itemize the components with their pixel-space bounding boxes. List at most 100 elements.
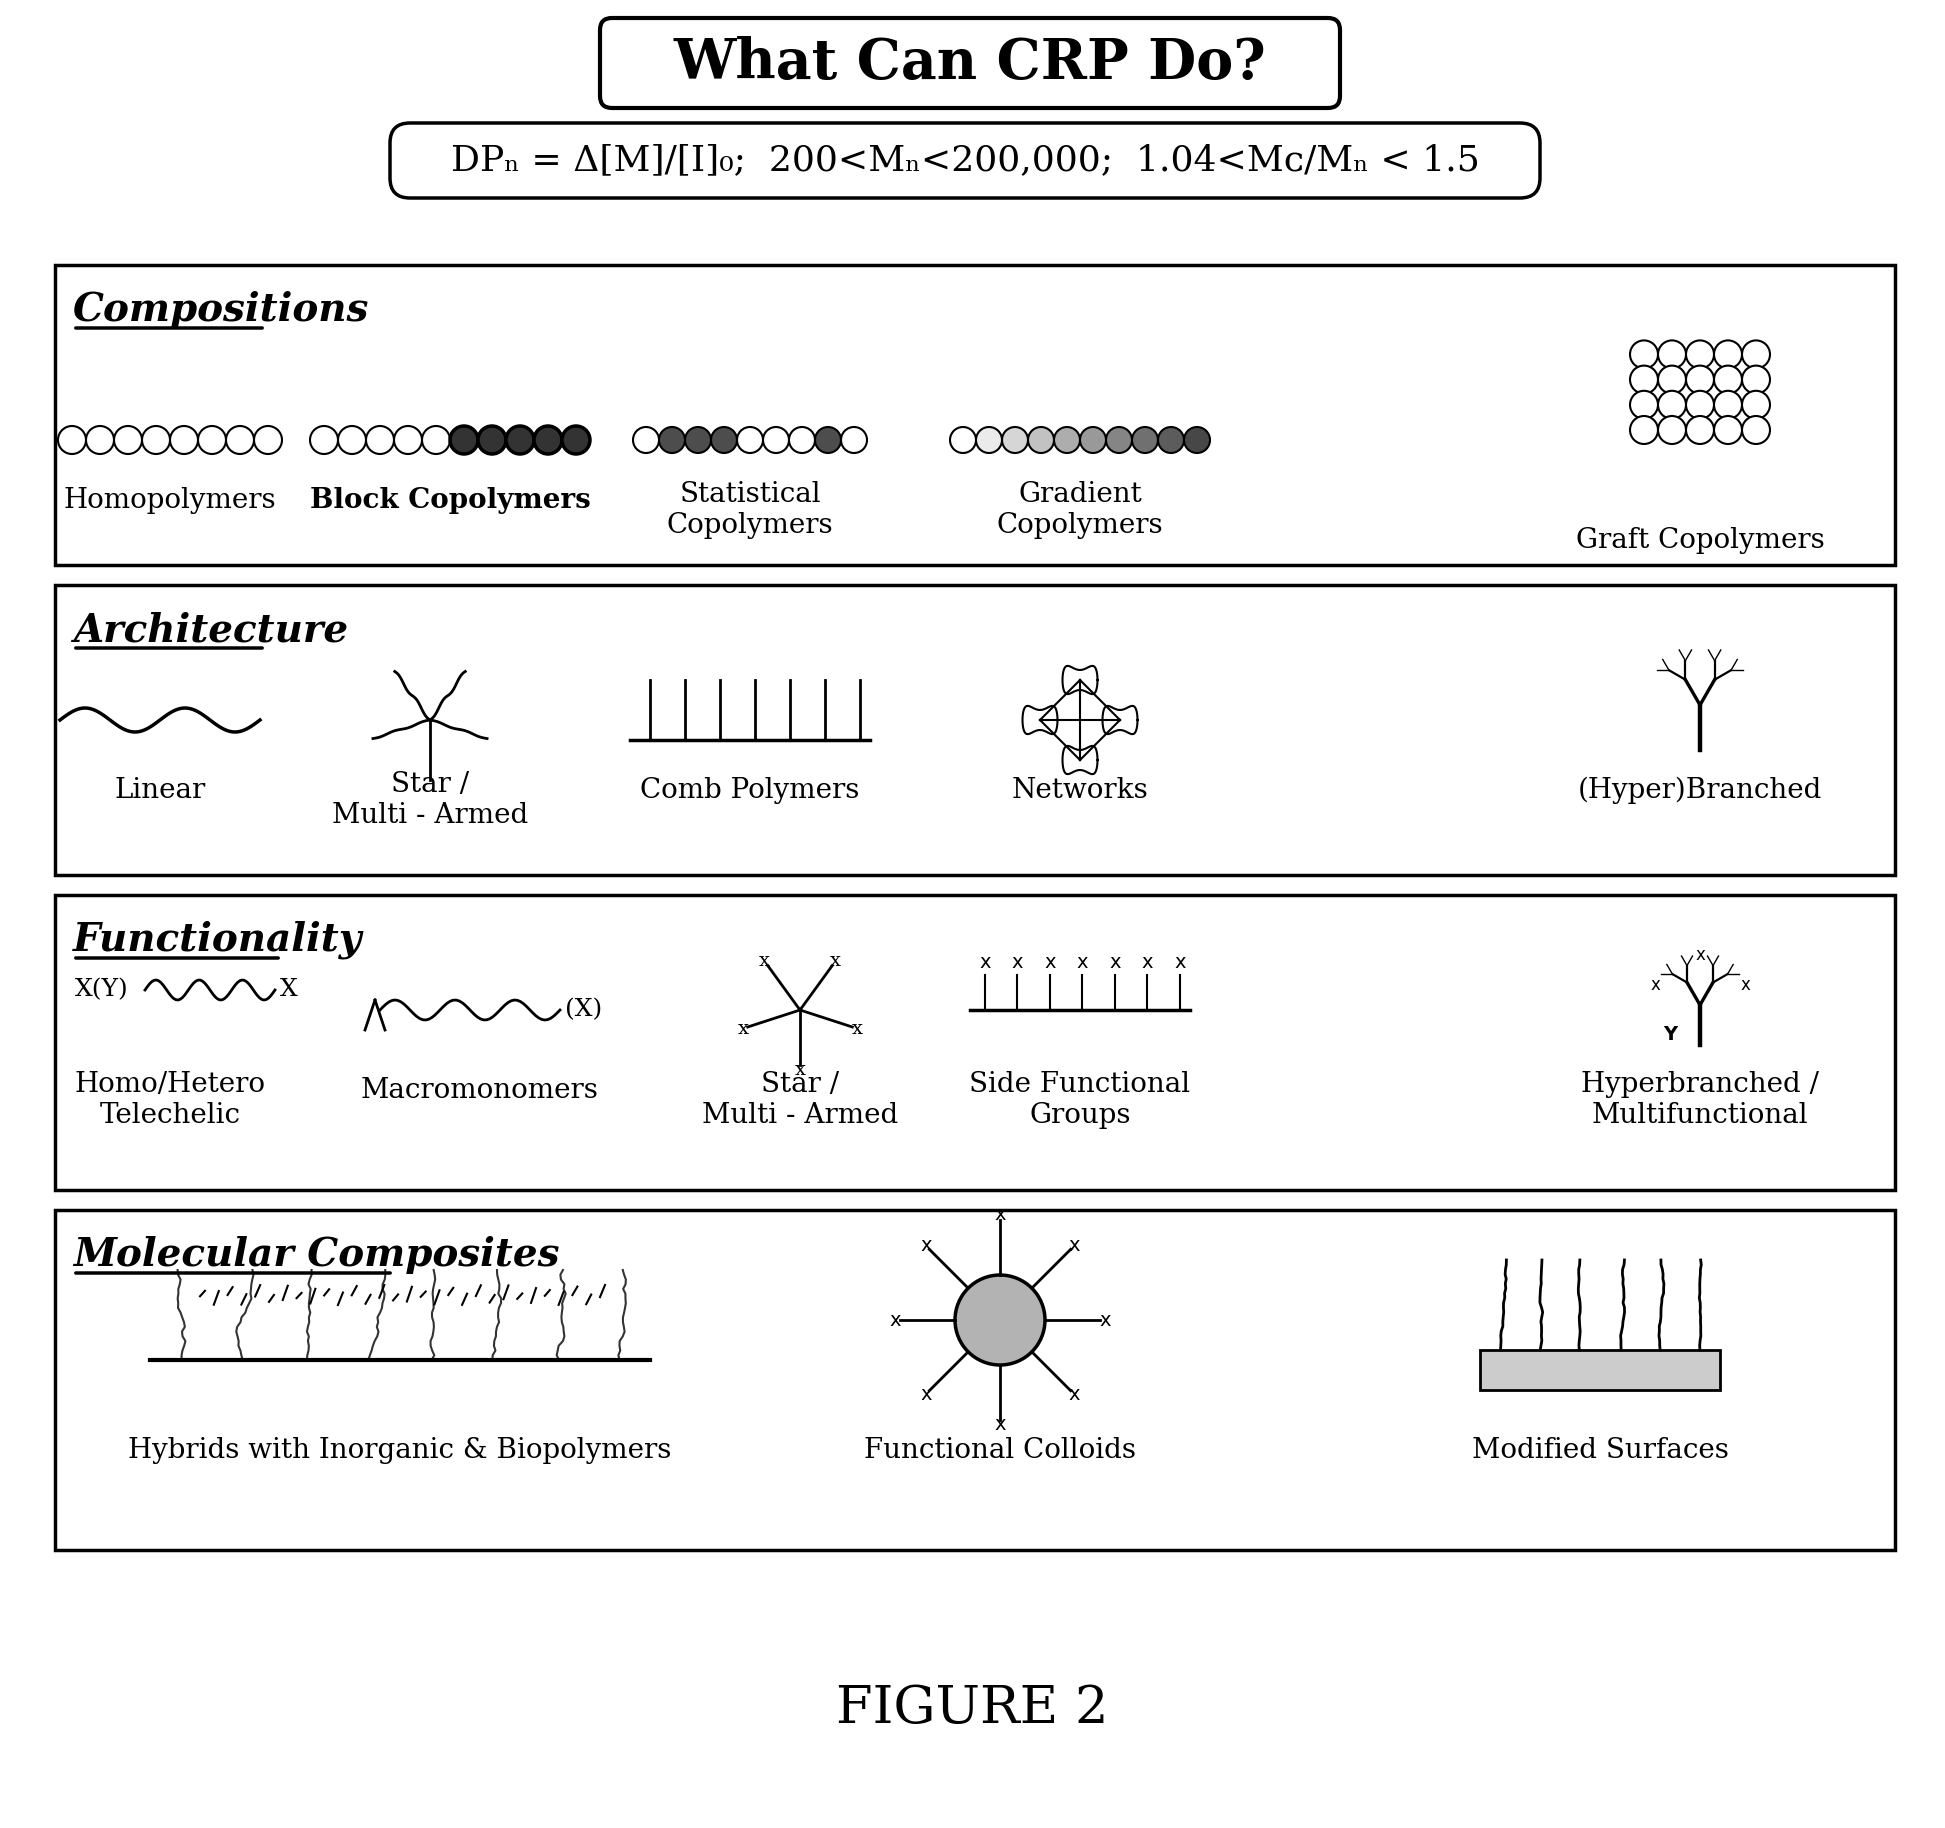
Text: Linear: Linear — [115, 777, 206, 804]
Text: What Can CRP Do?: What Can CRP Do? — [673, 35, 1266, 91]
Circle shape — [1630, 366, 1657, 393]
Text: x: x — [920, 1236, 932, 1256]
Circle shape — [1686, 366, 1714, 393]
Text: x: x — [994, 1415, 1006, 1435]
Circle shape — [1714, 417, 1743, 444]
Circle shape — [1657, 366, 1686, 393]
Text: Functionality: Functionality — [74, 921, 362, 960]
Text: x: x — [1694, 947, 1706, 963]
Circle shape — [142, 426, 169, 453]
Text: x: x — [759, 952, 770, 971]
Text: Homopolymers: Homopolymers — [64, 486, 276, 514]
Text: Macromonomers: Macromonomers — [362, 1077, 599, 1104]
Circle shape — [1743, 391, 1770, 419]
Circle shape — [1743, 417, 1770, 444]
Text: X: X — [280, 978, 298, 1002]
Circle shape — [949, 428, 976, 453]
Text: Statistical
Copolymers: Statistical Copolymers — [667, 481, 832, 539]
Bar — [54, 1210, 1894, 1550]
Bar — [54, 896, 1894, 1190]
Circle shape — [1630, 340, 1657, 369]
Text: FIGURE 2: FIGURE 2 — [836, 1682, 1109, 1733]
Circle shape — [1743, 340, 1770, 369]
Text: x: x — [1649, 976, 1659, 994]
Text: Star /
Multi - Armed: Star / Multi - Armed — [333, 771, 529, 830]
Text: (X): (X) — [564, 998, 603, 1022]
Circle shape — [1132, 428, 1157, 453]
Circle shape — [762, 428, 790, 453]
Circle shape — [1657, 391, 1686, 419]
Text: x: x — [1068, 1236, 1079, 1256]
Circle shape — [955, 1274, 1044, 1366]
Circle shape — [1029, 428, 1054, 453]
Text: x: x — [1175, 952, 1186, 971]
Circle shape — [366, 426, 395, 453]
Circle shape — [255, 426, 282, 453]
Circle shape — [562, 426, 589, 453]
Text: DPₙ = Δ[M]/[I]₀;  200<Mₙ<200,000;  1.04<Mᴄ/Mₙ < 1.5: DPₙ = Δ[M]/[I]₀; 200<Mₙ<200,000; 1.04<Mᴄ… — [451, 144, 1480, 177]
Circle shape — [976, 428, 1002, 453]
Circle shape — [1686, 340, 1714, 369]
Text: Functional Colloids: Functional Colloids — [864, 1437, 1136, 1464]
Circle shape — [449, 426, 478, 453]
Circle shape — [506, 426, 535, 453]
Text: X(Y): X(Y) — [76, 978, 128, 1002]
Text: Star /
Multi - Armed: Star / Multi - Armed — [702, 1071, 899, 1130]
Text: (Hyper)Branched: (Hyper)Branched — [1577, 777, 1822, 804]
Circle shape — [478, 426, 506, 453]
Text: x: x — [1109, 952, 1120, 971]
Text: Architecture: Architecture — [74, 611, 348, 649]
Circle shape — [535, 426, 562, 453]
Bar — [54, 265, 1894, 565]
Text: x: x — [1011, 952, 1023, 971]
Circle shape — [395, 426, 422, 453]
Text: Compositions: Compositions — [74, 291, 370, 329]
Circle shape — [1630, 417, 1657, 444]
Circle shape — [1185, 428, 1210, 453]
FancyBboxPatch shape — [391, 122, 1540, 197]
Circle shape — [685, 428, 712, 453]
Circle shape — [115, 426, 142, 453]
Circle shape — [790, 428, 815, 453]
Circle shape — [632, 428, 659, 453]
Text: Hyperbranched /
Multifunctional: Hyperbranched / Multifunctional — [1581, 1071, 1819, 1130]
Circle shape — [1657, 340, 1686, 369]
Circle shape — [840, 428, 867, 453]
Text: x: x — [831, 952, 840, 971]
Text: x: x — [1078, 952, 1089, 971]
Text: Comb Polymers: Comb Polymers — [640, 777, 860, 804]
Circle shape — [338, 426, 366, 453]
Circle shape — [712, 428, 737, 453]
Circle shape — [1686, 391, 1714, 419]
Circle shape — [737, 428, 762, 453]
Text: x: x — [920, 1386, 932, 1404]
Text: x: x — [1741, 976, 1750, 994]
Circle shape — [1714, 391, 1743, 419]
Circle shape — [1054, 428, 1079, 453]
Text: Graft Copolymers: Graft Copolymers — [1575, 526, 1824, 554]
Text: Gradient
Copolymers: Gradient Copolymers — [996, 481, 1163, 539]
Circle shape — [1630, 391, 1657, 419]
Text: Side Functional
Groups: Side Functional Groups — [969, 1071, 1190, 1130]
Text: Hybrids with Inorganic & Biopolymers: Hybrids with Inorganic & Biopolymers — [128, 1437, 671, 1464]
Circle shape — [815, 428, 840, 453]
Text: x: x — [994, 1205, 1006, 1225]
Circle shape — [1107, 428, 1132, 453]
Circle shape — [659, 428, 685, 453]
Circle shape — [1002, 428, 1029, 453]
FancyBboxPatch shape — [599, 18, 1340, 108]
Circle shape — [198, 426, 226, 453]
Bar — [54, 585, 1894, 876]
Text: x: x — [978, 952, 990, 971]
Text: Y: Y — [1663, 1026, 1677, 1044]
Circle shape — [309, 426, 338, 453]
Text: x: x — [852, 1020, 862, 1038]
Circle shape — [58, 426, 86, 453]
Text: x: x — [737, 1020, 749, 1038]
Circle shape — [422, 426, 449, 453]
Text: Modified Surfaces: Modified Surfaces — [1472, 1437, 1729, 1464]
Text: x: x — [1099, 1311, 1111, 1329]
Text: Molecular Composites: Molecular Composites — [74, 1236, 560, 1274]
Circle shape — [1079, 428, 1107, 453]
Circle shape — [1157, 428, 1185, 453]
